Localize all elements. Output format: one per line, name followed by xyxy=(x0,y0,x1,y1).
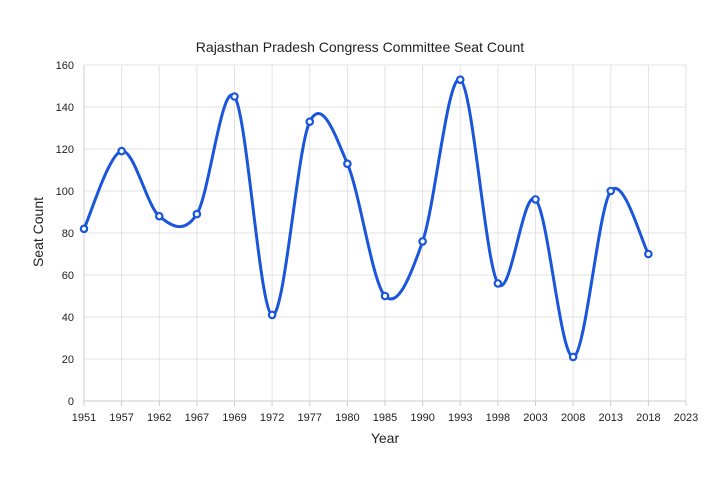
x-tick-label: 1998 xyxy=(486,412,510,424)
data-point[interactable] xyxy=(455,75,465,85)
data-point[interactable] xyxy=(343,159,352,169)
y-tick-label: 20 xyxy=(62,354,74,366)
x-axis-title: Year xyxy=(371,430,400,446)
y-axis-title: Seat Count xyxy=(30,197,46,267)
data-point[interactable] xyxy=(606,186,616,196)
data-point[interactable] xyxy=(568,352,578,362)
data-point[interactable] xyxy=(531,195,540,204)
x-tick-label: 1990 xyxy=(410,412,434,424)
data-point[interactable] xyxy=(644,249,653,259)
series-layer xyxy=(82,78,650,359)
x-tick-label: 1980 xyxy=(335,412,359,424)
x-tick-label: 1962 xyxy=(147,412,171,424)
y-tick-label: 80 xyxy=(62,228,74,240)
x-tick-label: 2018 xyxy=(636,412,660,424)
data-point[interactable] xyxy=(154,211,164,221)
data-point[interactable] xyxy=(380,291,390,301)
data-point[interactable] xyxy=(79,224,89,234)
y-tick-label: 100 xyxy=(56,186,74,198)
grid-layer xyxy=(83,64,687,402)
series-line xyxy=(82,78,650,359)
x-tick-label: 1985 xyxy=(373,412,397,424)
y-tick-label: 160 xyxy=(56,60,74,72)
x-tick-label: 1957 xyxy=(109,412,133,424)
x-tick-label: 1977 xyxy=(298,412,322,424)
y-tick-label: 140 xyxy=(56,102,74,114)
x-tick-label: 2023 xyxy=(674,412,698,424)
data-point[interactable] xyxy=(117,146,126,156)
data-point[interactable] xyxy=(305,117,315,127)
data-point[interactable] xyxy=(418,237,427,246)
x-tick-label: 2013 xyxy=(599,412,623,424)
x-tick-label: 2003 xyxy=(523,412,547,424)
data-point[interactable] xyxy=(267,310,277,320)
x-tick-label: 1972 xyxy=(260,412,284,424)
x-tick-label: 1951 xyxy=(72,412,96,424)
y-tick-label: 60 xyxy=(62,270,74,282)
x-tick-label: 1993 xyxy=(448,412,472,424)
data-point[interactable] xyxy=(192,209,202,219)
x-tick-label: 1969 xyxy=(222,412,246,424)
y-tick-label: 120 xyxy=(56,144,74,156)
y-tick-label: 40 xyxy=(62,312,74,324)
data-point[interactable] xyxy=(230,92,239,101)
data-point[interactable] xyxy=(493,279,503,288)
x-tick-label: 2008 xyxy=(561,412,585,424)
y-tick-label: 0 xyxy=(68,396,74,408)
chart-title: Rajasthan Pradesh Congress Committee Sea… xyxy=(196,39,525,55)
point-layer xyxy=(79,75,653,362)
axis-layer: 0 20 40 60 80 100 120 140 160 1951 1957 1962 1967 196… xyxy=(56,60,699,424)
x-tick-label: 1967 xyxy=(185,412,209,424)
